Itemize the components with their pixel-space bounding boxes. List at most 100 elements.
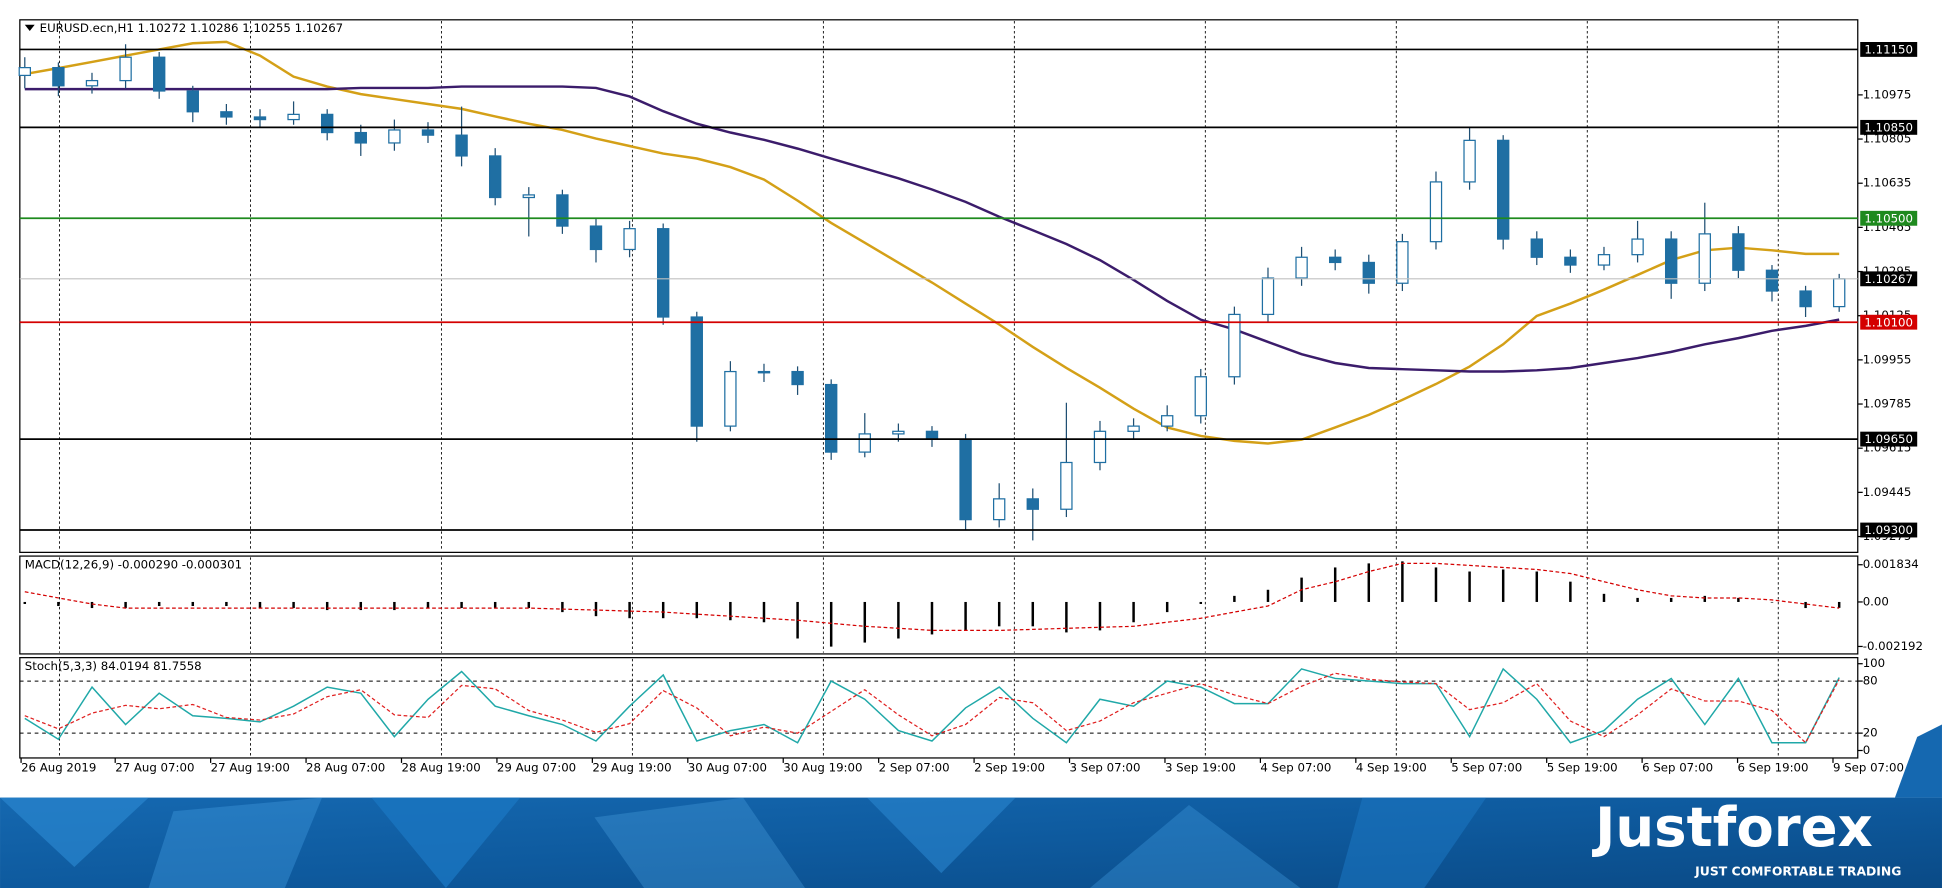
candle-body [488, 155, 502, 199]
x-tick-label: 4 Sep 07:00 [1260, 760, 1331, 774]
candle-body [1597, 254, 1611, 266]
candle-body [186, 90, 199, 113]
macd-bar [527, 601, 531, 609]
macd-bar [997, 601, 1001, 627]
banner-shape [1337, 797, 1487, 888]
level-label: 1.11150 [1864, 43, 1913, 57]
level-label-box [1860, 210, 1918, 226]
candle-body [1765, 269, 1779, 292]
level-label-box [1860, 314, 1918, 330]
candle-body [1228, 313, 1241, 378]
panel-title: MACD(12,26,9) -0.000290 -0.000301 [25, 557, 242, 571]
x-tick-label: 9 Sep 07:00 [1833, 760, 1904, 774]
candle-body [1362, 261, 1375, 284]
y-tick-label: 100 [1863, 656, 1885, 670]
candle-body [52, 66, 65, 87]
x-tick-label: 3 Sep 19:00 [1165, 760, 1236, 774]
candle-body [925, 430, 939, 440]
y-tick-label: -0.002192 [1863, 639, 1923, 653]
macd-bar [258, 601, 262, 609]
candle-body [354, 131, 367, 144]
macd-bar [1569, 581, 1572, 602]
candle-body [421, 129, 435, 136]
macd-bar [1199, 601, 1203, 604]
candle-body [1530, 238, 1543, 258]
banner-shape [1089, 805, 1301, 888]
macd-bar [1031, 601, 1035, 627]
x-tick-label: 30 Aug 07:00 [688, 760, 767, 774]
candle-body [892, 430, 905, 435]
current-price-box [1860, 271, 1918, 287]
macd-bar [1132, 601, 1135, 623]
candle-body [455, 134, 468, 157]
current-price-label: 1.10267 [1864, 272, 1913, 286]
brand-banner: Justforex JUST COMFORTABLE TRADING [0, 724, 1942, 888]
panel-frame [19, 555, 1859, 655]
y-tick-label: 1.09445 [1863, 485, 1912, 499]
macd-bar [1434, 567, 1438, 602]
panel-title: EURUSD.ecn,H1 1.10272 1.10286 1.10255 1.… [40, 21, 344, 35]
macd-bar [1703, 595, 1707, 602]
x-tick-label: 4 Sep 19:00 [1356, 760, 1427, 774]
macd-bar [561, 601, 564, 613]
panel-title: Stoch(5,3,3) 84.0194 81.7558 [25, 659, 202, 673]
candle-body [152, 56, 166, 92]
macd-bar [1266, 589, 1270, 602]
macd-bar [1468, 571, 1471, 602]
macd-bar [628, 601, 631, 619]
macd-bar [23, 601, 27, 604]
x-tick-label: 5 Sep 19:00 [1547, 760, 1618, 774]
macd-bar [1165, 601, 1169, 613]
x-tick-label: 6 Sep 19:00 [1738, 760, 1809, 774]
indicator-line [24, 562, 1840, 632]
candle-body [18, 66, 31, 77]
candle-body [556, 194, 569, 227]
banner-shape [0, 797, 149, 867]
x-tick-label: 2 Sep 07:00 [879, 760, 950, 774]
candle-body [1832, 278, 1846, 308]
brand-tagline: JUST COMFORTABLE TRADING [1694, 864, 1901, 878]
candle-body [1664, 238, 1678, 284]
indicator-line [24, 672, 1840, 744]
macd-bar [90, 601, 94, 609]
macd-bar [1602, 593, 1606, 602]
macd-bar [594, 601, 598, 617]
level-label-box [1860, 431, 1918, 447]
y-tick-label: 1.09955 [1863, 352, 1912, 366]
level-label: 1.09650 [1864, 432, 1913, 446]
candle-body [1631, 238, 1644, 256]
banner-shape [1894, 724, 1942, 798]
x-tick-label: 27 Aug 19:00 [211, 760, 290, 774]
macd-bar [1770, 601, 1774, 603]
candle-body [1194, 376, 1207, 417]
macd-bar [57, 601, 60, 607]
macd-bar [1535, 571, 1539, 602]
banner-shape [371, 797, 521, 888]
candle-body [623, 228, 636, 251]
candle-body [1799, 290, 1812, 308]
candle-body [1732, 233, 1745, 271]
brand-name: Justforex [1591, 795, 1873, 859]
candle-body [85, 79, 99, 87]
panel-frame [19, 657, 1859, 759]
candle-body [724, 370, 737, 427]
candle-body [1026, 498, 1039, 510]
macd-bar [729, 601, 732, 621]
y-tick-label: 1.09785 [1863, 397, 1912, 411]
macd-bar [863, 601, 867, 643]
x-tick-label: 2 Sep 19:00 [974, 760, 1045, 774]
x-tick-label: 6 Sep 07:00 [1642, 760, 1713, 774]
indicator-line [24, 667, 1840, 744]
y-tick-label: 1.10635 [1863, 176, 1912, 190]
indicator-line [24, 40, 1840, 445]
candle-body [656, 228, 670, 318]
macd-bar [1233, 595, 1236, 602]
x-tick-label: 30 Aug 19:00 [783, 760, 862, 774]
macd-bar [1401, 561, 1404, 602]
macd-bar [359, 601, 363, 611]
macd-bar [762, 601, 766, 623]
candle-body [1295, 256, 1308, 279]
macd-bar [1804, 601, 1807, 609]
x-tick-label: 5 Sep 07:00 [1451, 760, 1522, 774]
macd-bar [1065, 601, 1068, 633]
